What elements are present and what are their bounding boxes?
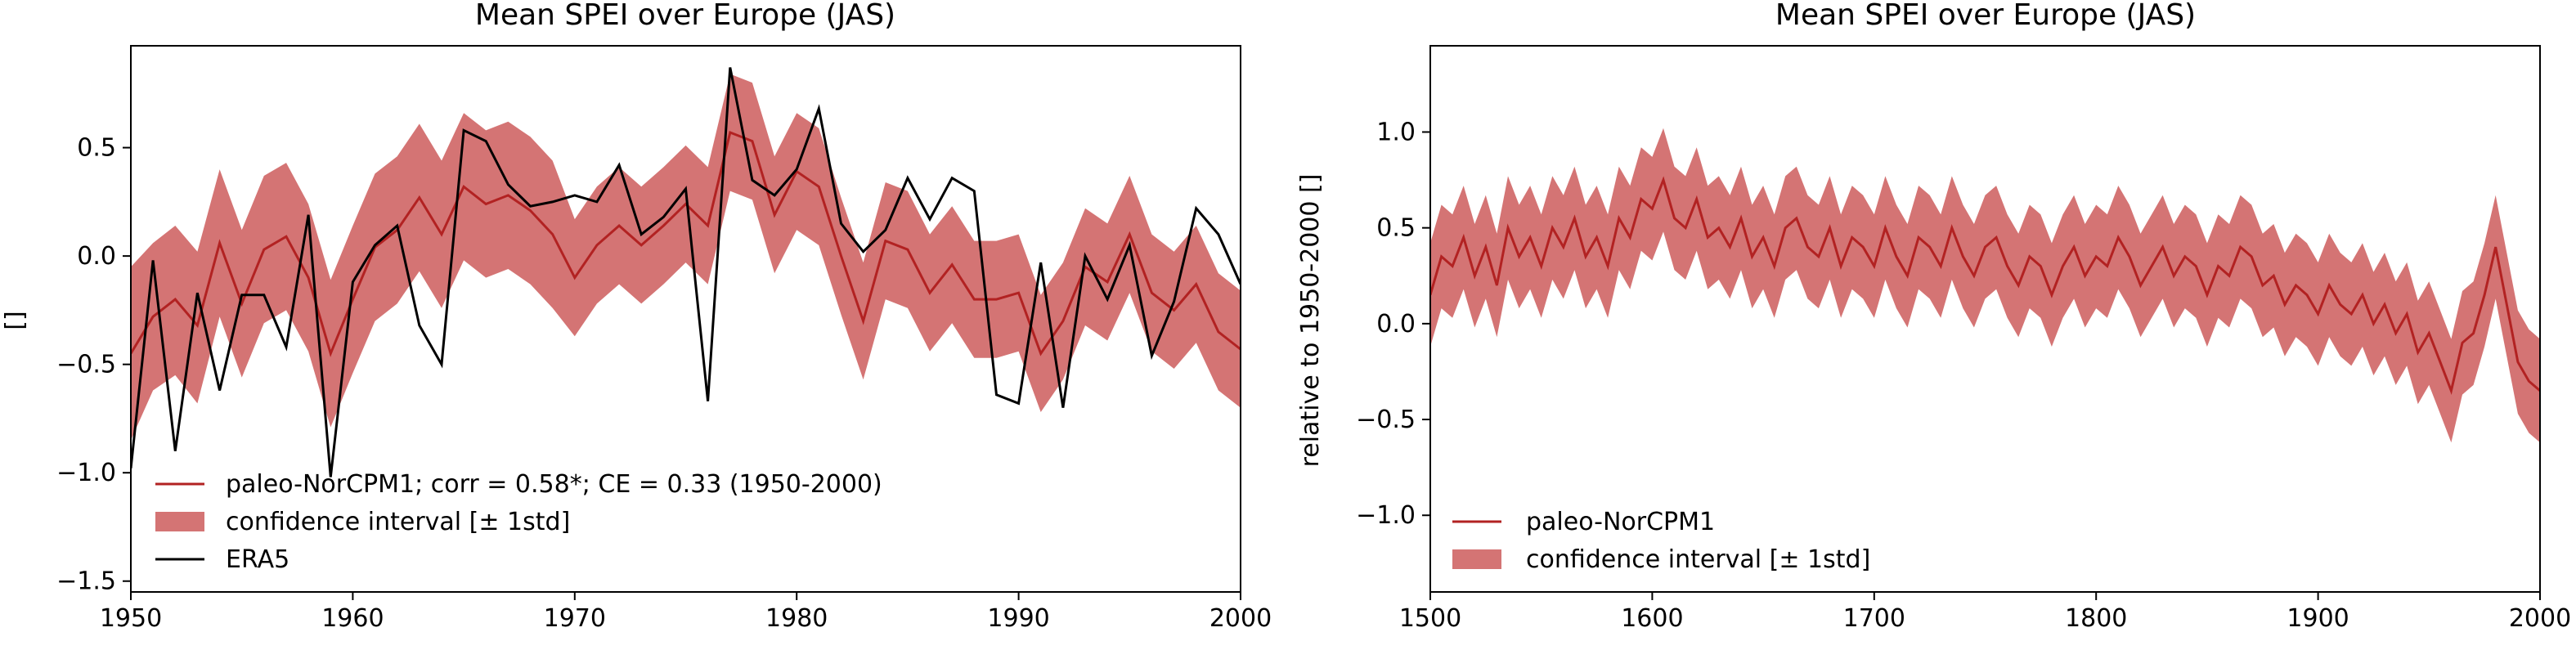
left-legend-band-swatch xyxy=(155,512,204,531)
right-y-tick-label: 0.0 xyxy=(1376,310,1416,338)
right-chart-title: Mean SPEI over Europe (JAS) xyxy=(1775,0,2196,32)
left-x-tick-label: 1970 xyxy=(544,604,606,633)
right-confidence-band xyxy=(1430,128,2540,443)
left-legend-model-label: paleo-NorCPM1; corr = 0.58*; CE = 0.33 (… xyxy=(226,470,882,499)
right-y-tick-label: 1.0 xyxy=(1376,118,1416,146)
left-plot-area xyxy=(131,67,1241,477)
left-era5-line xyxy=(131,67,1241,477)
left-legend-band-label: confidence interval [± 1std] xyxy=(226,508,570,536)
left-confidence-band xyxy=(131,74,1241,441)
right-y-tick-label: 0.5 xyxy=(1376,214,1416,243)
left-x-tick-label: 2000 xyxy=(1209,604,1272,633)
left-x-tick-label: 1950 xyxy=(100,604,162,633)
right-legend-band-label: confidence interval [± 1std] xyxy=(1526,545,1870,574)
left-y-tick-label: −0.5 xyxy=(56,351,116,379)
right-legend-model-label: paleo-NorCPM1 xyxy=(1526,508,1715,536)
right-y-tick-label: −0.5 xyxy=(1356,406,1416,434)
left-legend-era5-label: ERA5 xyxy=(226,545,289,574)
right-x-tick-label: 2000 xyxy=(2509,604,2571,633)
right-model-line xyxy=(1430,176,2540,396)
right-panel: Mean SPEI over Europe (JAS) relative to … xyxy=(1296,0,2571,633)
left-y-tick-label: −1.5 xyxy=(56,567,116,596)
right-x-tick-label: 1900 xyxy=(2287,604,2349,633)
right-x-tick-label: 1800 xyxy=(2065,604,2127,633)
left-legend: paleo-NorCPM1; corr = 0.58*; CE = 0.33 (… xyxy=(155,470,882,574)
right-axis-ticks: 1500 1600 1700 1800 1900 2000 −1.0 −0.5 0.0 0.5 1.… xyxy=(1356,118,2571,633)
right-y-tick-label: −1.0 xyxy=(1356,501,1416,530)
right-legend: paleo-NorCPM1 confidence interval [± 1st… xyxy=(1452,508,1870,574)
left-y-tick-label: 0.5 xyxy=(77,134,116,163)
right-x-tick-label: 1700 xyxy=(1843,604,1905,633)
right-x-tick-label: 1600 xyxy=(1621,604,1683,633)
left-x-tick-label: 1960 xyxy=(321,604,384,633)
left-x-tick-label: 1980 xyxy=(765,604,828,633)
right-x-tick-label: 1500 xyxy=(1399,604,1461,633)
right-plot-area xyxy=(1430,128,2540,443)
left-panel: Mean SPEI over Europe (JAS) [] 1950 1960 1… xyxy=(1,0,1272,633)
left-axis-ticks: 1950 1960 1970 1980 1990 2000 −1.5 −1.0 −0.5 0.0 0… xyxy=(56,134,1272,633)
left-y-tick-label: −1.0 xyxy=(56,459,116,487)
right-y-axis-label: relative to 1950-2000 [] xyxy=(1296,174,1325,468)
left-axes-frame xyxy=(130,45,1241,593)
left-x-tick-label: 1990 xyxy=(987,604,1049,633)
right-axes-frame xyxy=(1429,45,2541,593)
left-chart-title: Mean SPEI over Europe (JAS) xyxy=(475,0,895,32)
right-legend-band-swatch xyxy=(1452,549,1501,569)
left-y-axis-label: [] xyxy=(1,311,29,329)
left-y-tick-label: 0.0 xyxy=(77,242,116,271)
